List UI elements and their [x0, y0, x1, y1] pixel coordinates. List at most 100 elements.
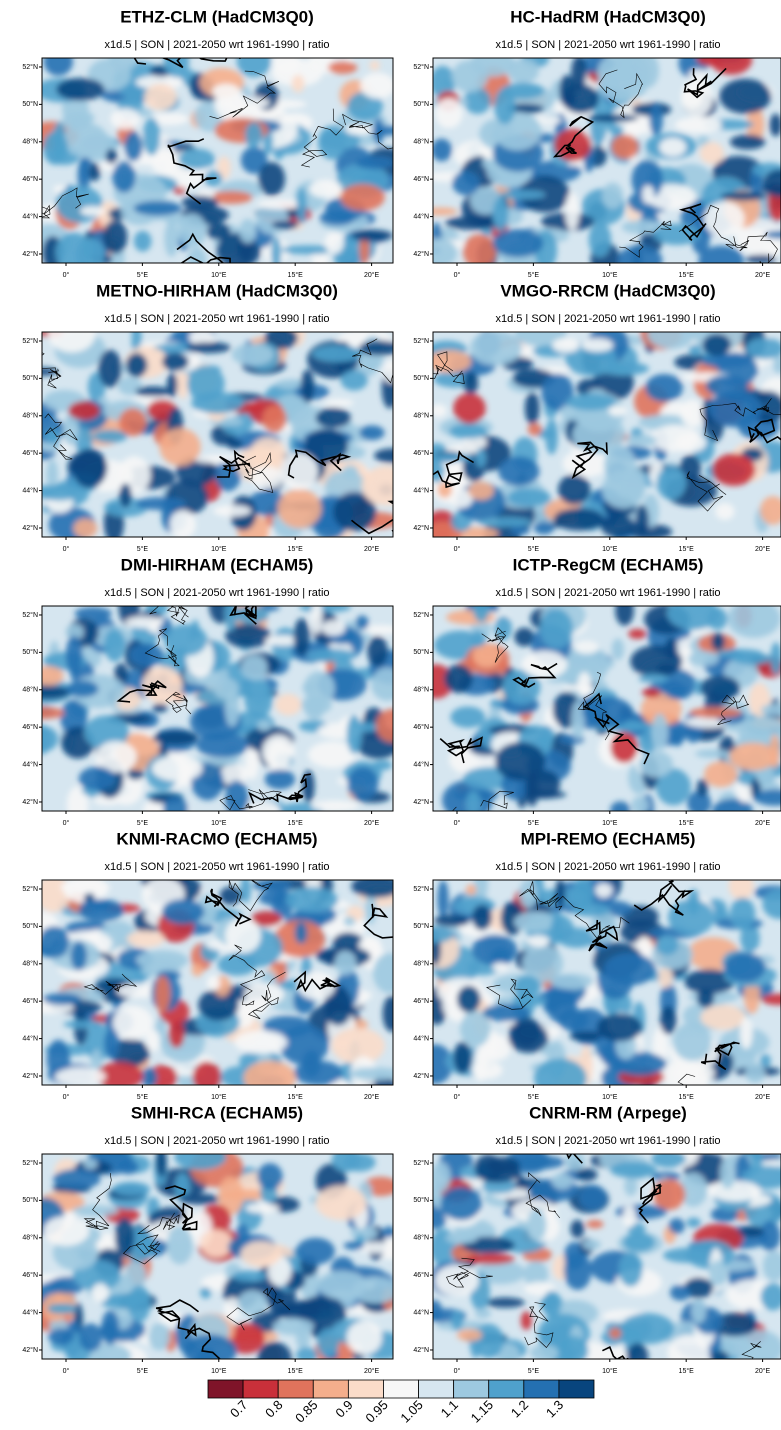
map-blob — [150, 112, 189, 126]
map-blob — [361, 625, 393, 635]
map-blob — [541, 373, 574, 411]
lat-tick-label: 48°N — [413, 686, 429, 694]
lat-tick-label: 52°N — [413, 611, 429, 619]
map-blob — [761, 993, 781, 1006]
map-blob — [466, 1253, 516, 1265]
map-blob — [315, 407, 351, 429]
panel-title: ICTP-RegCM (ECHAM5) — [513, 555, 704, 574]
map-blob — [609, 1327, 622, 1339]
map-blob — [449, 488, 474, 509]
map-blob — [163, 624, 208, 657]
lat-tick-label: 44°N — [413, 760, 429, 768]
map-blob — [281, 245, 336, 255]
map-blob — [679, 454, 702, 482]
lat-tick-label: 52°N — [413, 337, 429, 345]
map-blob — [309, 179, 343, 199]
map-blob — [312, 345, 363, 363]
map-blob — [70, 941, 88, 971]
panel-subtitle: x1d.5 | SON | 2021-2050 wrt 1961-1990 | … — [495, 861, 720, 873]
map-blob — [519, 880, 538, 909]
map-frame — [41, 1153, 394, 1360]
map-blob — [689, 344, 703, 357]
map-blob — [539, 608, 574, 649]
colorbar-label: 0.8 — [262, 1397, 285, 1420]
lon-tick-label: 0° — [454, 1093, 461, 1101]
map-blob — [640, 692, 682, 725]
map-blob — [471, 1061, 503, 1079]
map-blob — [291, 74, 305, 93]
lat-tick-label: 52°N — [22, 337, 38, 345]
lat-tick-label: 46°N — [413, 175, 429, 183]
map-blob — [346, 714, 363, 755]
map-blob — [452, 171, 480, 196]
map-blob — [558, 1336, 589, 1359]
map-blob — [56, 77, 105, 101]
map-blob — [135, 386, 171, 397]
map-blob — [240, 1241, 282, 1268]
panel-title: ETHZ-CLM (HadCM3Q0) — [120, 7, 314, 26]
map-frame — [432, 1153, 781, 1360]
map-blob — [434, 914, 470, 927]
map-blob — [642, 687, 661, 698]
map-blob — [81, 899, 109, 910]
map-blob — [536, 990, 579, 1008]
boundary-line — [350, 500, 393, 535]
map-blob — [46, 459, 59, 490]
lat-tick-label: 44°N — [22, 486, 38, 494]
boundary-line — [352, 338, 393, 384]
map-blob — [557, 474, 591, 505]
map-blob — [144, 83, 177, 111]
lon-tick-label: 10°E — [211, 819, 227, 827]
map-blob — [588, 222, 612, 258]
map-blob — [358, 340, 393, 356]
map-blob — [710, 1180, 761, 1202]
colorbar-box — [312, 1379, 349, 1399]
map-blob — [622, 1205, 637, 1228]
map-blob — [367, 635, 388, 667]
map-blob — [668, 1218, 685, 1234]
lon-tick-label: 5°E — [137, 271, 149, 279]
lon-tick-label: 15°E — [679, 545, 695, 553]
map-blob — [124, 131, 143, 162]
map-blob — [621, 219, 664, 235]
map-blob — [53, 1168, 101, 1190]
map-blob — [645, 373, 683, 402]
map-blob — [240, 880, 251, 904]
map-blob — [710, 58, 753, 75]
map-blob — [311, 606, 323, 635]
panel-title: SMHI-RCA (ECHAM5) — [131, 1103, 303, 1122]
boundary-line — [167, 138, 217, 205]
map-blob — [272, 58, 301, 74]
map-blob — [272, 1318, 314, 1336]
map-blob — [104, 1028, 120, 1060]
map-blob — [311, 800, 360, 811]
map-blob — [507, 58, 539, 84]
map-blob — [327, 61, 358, 74]
colorbar-box — [418, 1379, 455, 1399]
map-blob — [738, 716, 781, 749]
map-blob — [324, 986, 353, 1026]
map-blob — [60, 880, 111, 894]
lat-tick-label: 48°N — [22, 412, 38, 420]
map-blob — [440, 1186, 482, 1221]
lat-tick-label: 52°N — [413, 1159, 429, 1167]
map-blob — [542, 1290, 561, 1319]
map-field — [42, 606, 393, 811]
map-blob — [252, 880, 292, 892]
map-blob — [225, 780, 249, 811]
map-blob — [257, 199, 304, 210]
map-blob — [84, 715, 130, 750]
boundary-line — [552, 115, 595, 158]
map-blob — [684, 969, 735, 995]
map-blob — [152, 730, 199, 745]
map-blob — [342, 465, 359, 480]
map-blob — [42, 724, 51, 755]
map-blob — [48, 1328, 75, 1345]
boundary-line — [638, 1176, 663, 1224]
map-blob — [295, 1347, 318, 1359]
map-blob — [225, 690, 240, 728]
map-blob — [212, 83, 241, 100]
map-blob — [695, 749, 730, 759]
boundary-line — [512, 662, 558, 689]
